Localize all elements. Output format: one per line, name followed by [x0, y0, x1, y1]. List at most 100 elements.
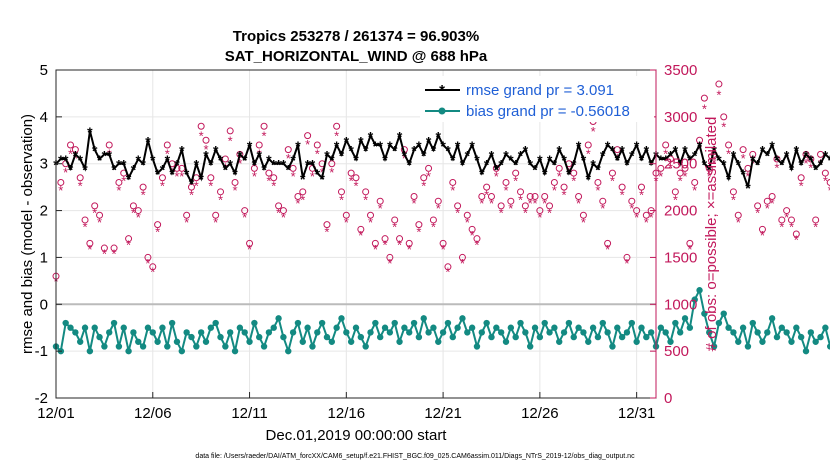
- obs-possible-point: [91, 202, 99, 210]
- obs-possible-point: [294, 193, 302, 201]
- obs-possible-point: [550, 178, 558, 186]
- rmse-point: *: [731, 147, 737, 163]
- rmse-point: *: [615, 152, 621, 168]
- bias-point: [76, 338, 84, 345]
- rmse-point: *: [600, 147, 606, 163]
- bias-point: [275, 315, 282, 322]
- obs-possible-point: [715, 80, 723, 88]
- y-tick-label: 5: [40, 62, 48, 79]
- obs-possible-point: [729, 188, 737, 196]
- x-tick-label: 12/06: [134, 405, 172, 422]
- rmse-point: *: [421, 147, 427, 163]
- rmse-point: *: [450, 152, 456, 168]
- obs-assimilated-point: *: [402, 151, 407, 166]
- bias-point: [715, 319, 723, 327]
- rmse-point: *: [121, 157, 127, 173]
- bias-point: [749, 319, 756, 327]
- rmse-point: *: [82, 161, 88, 177]
- obs-possible-point: [691, 178, 699, 186]
- rmse-point: *: [416, 138, 422, 154]
- bias-point: [754, 329, 761, 336]
- bias-point: [657, 324, 665, 331]
- bias-point: [178, 347, 186, 355]
- rmse-point: *: [639, 152, 645, 168]
- obs-assimilated-point: *: [436, 201, 441, 216]
- obs-assimilated-point: *: [329, 165, 334, 180]
- bias-point: [231, 347, 239, 355]
- legend-box: [420, 76, 654, 122]
- bias-point: [362, 343, 369, 350]
- bias-point: [188, 333, 195, 341]
- obs-possible-point: [754, 202, 762, 210]
- obs-possible-point: [149, 263, 157, 271]
- obs-assimilated-point: *: [368, 215, 373, 230]
- obs-possible-point: [81, 216, 89, 224]
- rmse-point: *: [687, 152, 693, 168]
- bias-point: [144, 324, 152, 331]
- obs-assimilated-point: *: [474, 237, 479, 252]
- obs-possible-point: [420, 174, 428, 182]
- obs-assimilated-point: *: [242, 210, 247, 225]
- bias-point: [357, 333, 365, 341]
- x-tick-label: 12/11: [231, 405, 267, 422]
- obs-possible-point: [599, 197, 607, 205]
- obs-assimilated-point: *: [808, 161, 813, 176]
- obs-possible-point: [154, 221, 162, 229]
- obs-assimilated-point: *: [779, 220, 784, 235]
- rmse-point: *: [237, 147, 243, 163]
- bias-point: [744, 343, 752, 350]
- obs-possible-point: [521, 202, 529, 210]
- rmse-point: *: [765, 147, 771, 163]
- obs-possible-point: [289, 164, 297, 172]
- x-tick-label: 12/16: [328, 405, 366, 422]
- obs-assimilated-point: *: [774, 161, 779, 176]
- bias-point: [691, 296, 698, 303]
- bias-point: [468, 324, 476, 331]
- bias-point: [222, 343, 229, 350]
- legend-bias-label: bias grand pr = -0.56018: [466, 103, 630, 120]
- rmse-point: *: [402, 147, 408, 163]
- obs-possible-point: [478, 193, 486, 201]
- bias-point: [454, 324, 461, 331]
- obs-assimilated-point: *: [765, 201, 770, 216]
- obs-assimilated-point: *: [537, 210, 542, 225]
- obs-possible-point: [628, 197, 636, 205]
- obs-assimilated-point: *: [794, 233, 799, 248]
- obs-possible-point: [115, 178, 123, 186]
- rmse-point: *: [77, 152, 83, 168]
- obs-assimilated-point: *: [291, 169, 296, 184]
- rmse-point: *: [745, 180, 751, 196]
- bias-point: [614, 324, 621, 331]
- obs-possible-point: [57, 178, 65, 186]
- obs-possible-point: [449, 178, 457, 186]
- obs-possible-point: [570, 169, 578, 177]
- rmse-point: *: [827, 152, 830, 168]
- rmse-point: *: [150, 152, 156, 168]
- footer-file-path: data file: /Users/raeder/DAI/ATM_forcXX/…: [195, 453, 635, 460]
- bias-point: [391, 319, 398, 327]
- rmse-point: *: [561, 152, 567, 168]
- obs-assimilated-point: *: [484, 188, 489, 203]
- bias-point: [739, 324, 747, 331]
- y-right-axis-label: # of obs: o=possible; ×=assimilated: [703, 117, 720, 352]
- rmse-point: *: [387, 138, 393, 154]
- rmse-point: *: [455, 138, 461, 154]
- y-right-tick-label: 2000: [664, 203, 697, 220]
- rmse-point: *: [518, 147, 524, 163]
- obs-assimilated-point: *: [499, 206, 504, 221]
- rmse-point: *: [634, 138, 640, 154]
- rmse-point: *: [474, 152, 480, 168]
- bias-point: [609, 343, 616, 350]
- obs-assimilated-point: *: [233, 183, 238, 198]
- obs-possible-point: [226, 127, 234, 135]
- obs-possible-point: [67, 141, 75, 149]
- bias-point: [106, 329, 113, 336]
- obs-assimilated-point: *: [102, 247, 107, 262]
- rmse-point: *: [68, 161, 74, 177]
- obs-assimilated-point: *: [533, 196, 538, 211]
- bias-point: [376, 333, 384, 341]
- rmse-point: *: [213, 143, 219, 159]
- obs-possible-point: [637, 183, 645, 191]
- bias-point: [483, 319, 490, 327]
- bias-point: [260, 343, 268, 350]
